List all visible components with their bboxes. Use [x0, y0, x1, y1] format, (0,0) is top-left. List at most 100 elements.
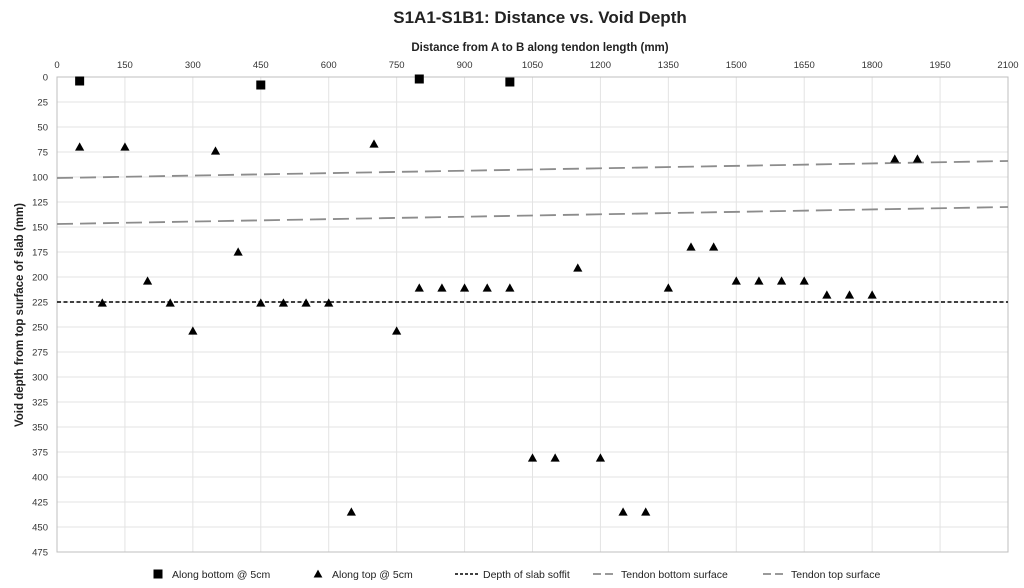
triangle-data-point: [573, 263, 583, 272]
x-axis-ticks: 0 150 300 450 600 750 900 1050 1200 1350 1500 1650 1…: [54, 60, 1018, 71]
x-tick-label: 750: [389, 60, 405, 71]
triangle-data-point: [233, 247, 243, 256]
chart-title: S1A1-S1B1: Distance vs. Void Depth: [393, 8, 687, 27]
triangle-data-point: [165, 298, 175, 307]
triangle-data-point: [709, 242, 719, 251]
triangle-data-point: [776, 276, 787, 285]
triangle-data-point: [437, 283, 447, 292]
y-axis-title: Void depth from top surface of slab (mm): [14, 203, 26, 427]
series-line: [56, 160, 1009, 179]
legend-item: Tendon top surface: [763, 569, 880, 581]
y-tick-label: 100: [32, 173, 48, 184]
y-tick-label: 400: [32, 473, 48, 484]
triangle-data-point: [527, 453, 538, 462]
triangle-data-point: [346, 507, 356, 516]
legend-item: Tendon bottom surface: [593, 569, 728, 581]
y-tick-label: 275: [32, 348, 48, 359]
y-tick-label: 425: [32, 498, 48, 509]
y-tick-label: 375: [32, 448, 48, 459]
y-tick-label: 125: [32, 198, 48, 209]
y-tick-label: 150: [32, 223, 48, 234]
triangle-data-point: [142, 276, 153, 285]
y-tick-label: 300: [32, 373, 48, 384]
triangle-data-point: [844, 290, 855, 299]
triangle-data-point: [324, 298, 334, 307]
legend-label: Tendon top surface: [791, 569, 880, 581]
triangle-data-point: [392, 326, 402, 335]
plot-frame: [56, 76, 1009, 553]
x-tick-label: 150: [117, 60, 133, 71]
x-tick-label: 1950: [930, 60, 951, 71]
triangle-data-point: [188, 326, 198, 335]
legend-marker: [313, 569, 323, 578]
legend-label: Depth of slab soffit: [483, 569, 570, 581]
x-tick-label: 1050: [522, 60, 543, 71]
x-tick-label: 1350: [658, 60, 679, 71]
x-tick-label: 1500: [726, 60, 747, 71]
square-data-point: [256, 80, 266, 90]
legend-label: Along bottom @ 5cm: [172, 569, 270, 581]
triangle-data-point: [256, 298, 266, 307]
triangle-data-point: [301, 298, 311, 307]
triangle-data-point: [686, 242, 696, 251]
triangle-data-point: [912, 154, 923, 163]
triangle-data-point: [414, 283, 424, 292]
y-tick-label: 225: [32, 298, 48, 309]
legend: Along bottom @ 5cm Along top @ 5cm Depth o…: [153, 569, 880, 581]
x-tick-label: 1200: [590, 60, 611, 71]
x-tick-label: 2100: [997, 60, 1018, 71]
legend-item: Along bottom @ 5cm: [153, 569, 270, 581]
y-tick-label: 175: [32, 248, 48, 259]
legend-label: Along top @ 5cm: [332, 569, 413, 581]
triangle-data-point: [97, 298, 107, 307]
legend-item: Along top @ 5cm: [313, 569, 413, 581]
x-tick-label: 1800: [862, 60, 883, 71]
grid: [56, 76, 1009, 553]
y-tick-label: 50: [37, 123, 48, 134]
series-along-bottom-5cm: [75, 74, 515, 90]
y-tick-label: 350: [32, 423, 48, 434]
triangle-data-point: [731, 276, 741, 285]
triangle-data-point: [505, 283, 515, 292]
legend-marker: [153, 569, 163, 579]
y-tick-label: 250: [32, 323, 48, 334]
y-tick-label: 25: [37, 98, 48, 109]
square-data-point: [505, 77, 515, 87]
series-along-top-5cm: [75, 139, 923, 516]
triangle-data-point: [550, 453, 560, 462]
triangle-data-point: [459, 283, 470, 292]
triangle-data-point: [822, 290, 832, 299]
y-tick-label: 0: [43, 73, 48, 84]
triangle-data-point: [210, 146, 221, 155]
legend-label: Tendon bottom surface: [621, 569, 728, 581]
x-tick-label: 600: [321, 60, 337, 71]
y-tick-label: 325: [32, 398, 48, 409]
y-tick-label: 475: [32, 548, 48, 559]
triangle-data-point: [890, 154, 900, 163]
triangle-data-point: [641, 507, 651, 516]
series-tendon-bottom-surface: [56, 206, 1009, 225]
square-data-point: [75, 76, 85, 86]
triangle-data-point: [754, 276, 764, 285]
y-axis-ticks: 0 25 50 75 100 125 150 175 200 225 250 275 300 325 350…: [32, 73, 48, 559]
triangle-data-point: [663, 283, 673, 292]
x-tick-label: 900: [457, 60, 473, 71]
triangle-data-point: [867, 290, 877, 299]
triangle-data-point: [799, 276, 809, 285]
series-tendon-top-surface: [56, 160, 1009, 179]
triangle-data-point: [278, 298, 289, 307]
x-tick-label: 450: [253, 60, 269, 71]
triangle-data-point: [482, 283, 492, 292]
legend-item: Depth of slab soffit: [455, 569, 570, 581]
y-tick-label: 200: [32, 273, 48, 284]
x-tick-label: 1650: [794, 60, 815, 71]
x-axis-title: Distance from A to B along tendon length…: [411, 42, 668, 54]
x-tick-label: 300: [185, 60, 201, 71]
y-tick-label: 75: [37, 148, 48, 159]
triangle-data-point: [75, 142, 85, 151]
plot-series: [56, 74, 1009, 516]
y-tick-label: 450: [32, 523, 48, 534]
triangle-data-point: [369, 139, 379, 148]
